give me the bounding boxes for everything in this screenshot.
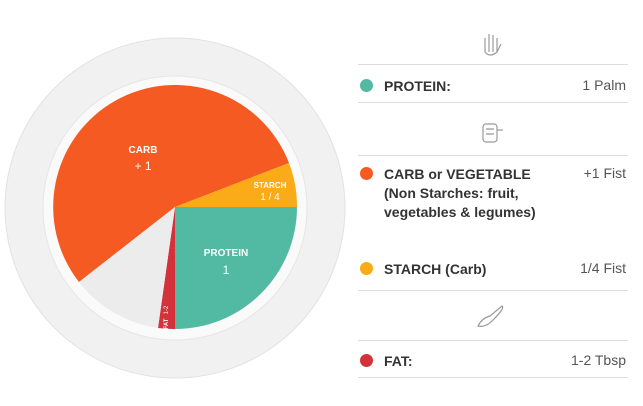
spoon-icon (477, 305, 504, 327)
protein-slice (175, 207, 297, 329)
separator (358, 377, 628, 378)
fat-slice (158, 207, 175, 330)
protein-amount: 1 (223, 263, 230, 277)
legend-label: PROTEIN: (384, 78, 451, 94)
starch-label: STARCH (254, 181, 287, 190)
fat-label-group: FAT 1-2 (164, 305, 170, 329)
separator (358, 64, 628, 65)
legend-label: CARB or VEGETABLE (Non Starches: fruit, … (384, 166, 536, 220)
protein-label: PROTEIN (204, 248, 248, 259)
legend-amount: +1 Fist (583, 165, 626, 181)
carb-slice (53, 84, 289, 282)
carb-amount: + 1 (134, 159, 151, 173)
fist-detail (486, 128, 503, 135)
legend-dot (360, 354, 373, 367)
legend-dot (360, 79, 373, 92)
legend-label: FAT: (384, 353, 413, 369)
separator (358, 340, 628, 341)
legend-amount: 1/4 Fist (580, 260, 626, 276)
palm-icon (484, 34, 502, 56)
legend-amount: 1-2 Tbsp (571, 352, 626, 368)
fist-icon (482, 123, 498, 143)
empty-slice (79, 207, 175, 328)
icons (477, 34, 504, 327)
legend-dot (360, 262, 373, 275)
fat-label: FAT (164, 318, 170, 329)
legend-label: STARCH (Carb) (384, 261, 487, 277)
carb-label: CARB (129, 145, 158, 156)
starch-slice (175, 163, 298, 207)
fat-amount: 1-2 (164, 305, 170, 314)
separator (358, 102, 628, 103)
legend-dot (360, 167, 373, 180)
separator (358, 290, 628, 291)
starch-amount: 1 / 4 (260, 192, 280, 203)
separator (358, 155, 628, 156)
legend-amount: 1 Palm (582, 77, 626, 93)
